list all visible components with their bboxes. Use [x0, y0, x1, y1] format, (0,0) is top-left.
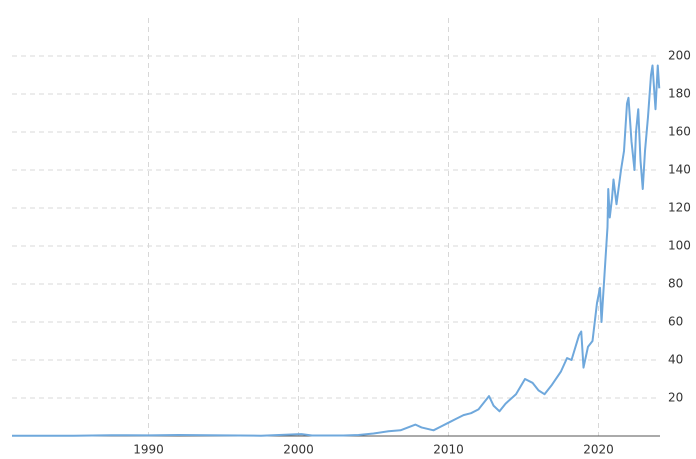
y-tick-label: 120 — [668, 201, 691, 215]
y-tick-label: 60 — [668, 315, 683, 329]
price-line — [12, 64, 661, 437]
y-tick-label: 100 — [668, 239, 691, 253]
y-tick-label: 40 — [668, 353, 683, 367]
x-tick-label: 2010 — [433, 443, 464, 457]
y-tick-label: 180 — [668, 87, 691, 101]
y-tick-label: 80 — [668, 277, 683, 291]
grid — [12, 18, 660, 436]
y-tick-label: 160 — [668, 125, 691, 139]
x-tick-label: 2000 — [283, 443, 314, 457]
y-tick-label: 20 — [668, 391, 683, 405]
x-tick-label: 2020 — [583, 443, 614, 457]
y-tick-label: 200 — [668, 49, 691, 63]
y-tick-label: 140 — [668, 163, 691, 177]
x-tick-label: 1990 — [133, 443, 164, 457]
